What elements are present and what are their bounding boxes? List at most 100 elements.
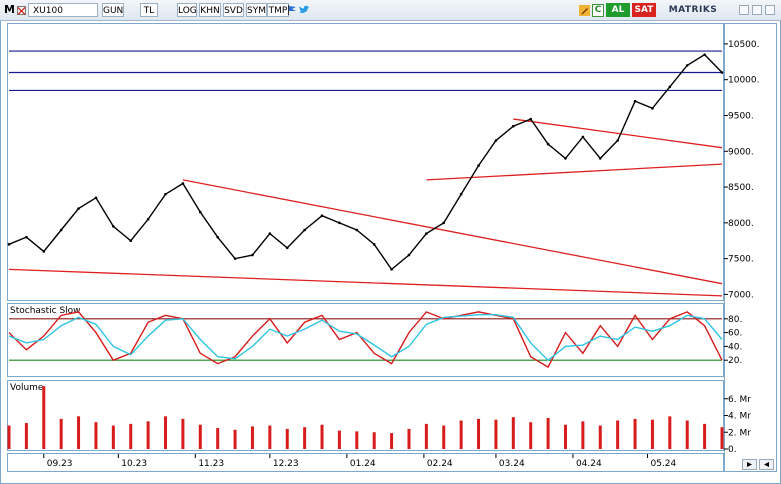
stochastic-y-axis: 20. 40. 60. 80. [724, 315, 742, 366]
price-point [581, 135, 585, 139]
volume-bar [546, 418, 550, 449]
price-point [181, 182, 185, 185]
volume-bar [77, 416, 81, 449]
khn-button[interactable]: KHN [199, 3, 221, 17]
symbol-field[interactable]: XU100 [28, 3, 98, 17]
flag-icon[interactable] [287, 5, 297, 15]
sell-button[interactable]: SAT [632, 3, 656, 17]
price-point [7, 243, 11, 246]
volume-bar [459, 420, 463, 449]
volume-bar [233, 429, 237, 449]
minimize-icon[interactable] [739, 5, 749, 15]
volume-bar [94, 422, 98, 449]
price-point [425, 232, 428, 235]
scroll-right-icon[interactable] [747, 462, 752, 467]
price-point [477, 164, 480, 167]
volume-bar [703, 423, 707, 449]
menu-button[interactable]: M [4, 3, 15, 16]
price-point [216, 235, 219, 239]
period-selector[interactable]: GUN [102, 3, 124, 17]
price-point [633, 99, 637, 103]
scroll-controls[interactable] [742, 459, 774, 470]
stochastic-tick-label: 80. [728, 315, 742, 325]
buy-button[interactable]: AL [606, 3, 630, 17]
volume-y-axis: 0. 2. Mr 4. Mr 6. Mr [724, 395, 751, 455]
price-point [372, 243, 376, 246]
price-point [598, 157, 602, 160]
volume-bar [24, 423, 28, 449]
edit-icon[interactable] [579, 5, 590, 16]
volume-bar [494, 419, 498, 449]
c-button[interactable]: C [592, 4, 604, 17]
trendline [426, 163, 723, 181]
volume-bar [59, 418, 63, 449]
scroll-left-icon[interactable] [764, 462, 769, 467]
price-point [268, 232, 272, 235]
volume-bar [111, 425, 115, 449]
price-tick-label: 9500. [728, 111, 754, 121]
volume-tick-label: 2. Mr [728, 428, 751, 438]
volume-bar [372, 432, 376, 449]
price-point [494, 139, 498, 142]
close-icon[interactable] [17, 6, 26, 15]
horizontal-levels [9, 50, 722, 92]
sym-button[interactable]: SYM [246, 3, 267, 17]
twitter-icon[interactable] [298, 5, 310, 15]
volume-bar [424, 423, 428, 449]
stochastic-levels [9, 318, 722, 361]
volume-tick-label: 6. Mr [728, 395, 751, 405]
price-tick-label: 10500. [728, 40, 760, 50]
volume-bar [129, 423, 133, 449]
price-tick-label: 10000. [728, 76, 760, 86]
x-tick-label: 04.24 [576, 459, 602, 469]
price-point [512, 124, 515, 128]
price-point [112, 225, 115, 228]
volume-bar [250, 426, 254, 449]
volume-bar [303, 427, 307, 449]
price-point [320, 214, 324, 217]
window-close-icon[interactable] [765, 5, 775, 15]
price-point [198, 210, 202, 214]
volume-tick-label: 4. Mr [728, 412, 751, 422]
x-tick-label: 11.23 [198, 459, 224, 469]
svd-button[interactable]: SVD [223, 3, 244, 17]
price-point [146, 217, 150, 221]
currency-selector[interactable]: TL [140, 3, 158, 17]
stochastic-k-line [8, 311, 723, 369]
price-point [77, 207, 80, 210]
x-tick-label: 03.24 [499, 459, 525, 469]
volume-bar [198, 424, 202, 449]
x-tick-label: 12.23 [273, 459, 299, 469]
maximize-icon[interactable] [752, 5, 762, 15]
volume-bar [650, 419, 654, 449]
x-axis: 09.23 10.23 11.23 12.23 01.24 02.24 03.24 04.24… [43, 454, 677, 469]
volume-bar [581, 421, 585, 449]
x-tick-label: 09.23 [47, 459, 73, 469]
volume-bar [616, 420, 620, 449]
x-tick-label: 02.24 [427, 459, 453, 469]
volume-bar [633, 418, 637, 449]
volume-bar [685, 420, 689, 449]
volume-bar [146, 421, 150, 449]
stochastic-tick-label: 40. [728, 342, 742, 352]
price-line [8, 53, 723, 271]
price-point [390, 268, 393, 271]
log-button[interactable]: LOG [177, 3, 197, 17]
stochastic-d-line [8, 313, 723, 362]
price-point [251, 253, 254, 257]
stochastic-tick-label: 60. [728, 329, 742, 339]
price-tick-label: 7000. [728, 290, 754, 300]
volume-bar [216, 428, 220, 449]
price-point [703, 53, 706, 56]
panel-borders [7, 23, 777, 472]
price-point [616, 139, 619, 142]
volume-bar [563, 424, 567, 449]
price-point [164, 192, 167, 196]
price-point [94, 196, 98, 200]
stochastic-tick-label: 20. [728, 356, 742, 366]
volume-bar [598, 425, 602, 449]
x-tick-label: 10.23 [121, 459, 147, 469]
brand-logo: MATRIKS [668, 5, 718, 15]
volume-bar [268, 425, 272, 449]
